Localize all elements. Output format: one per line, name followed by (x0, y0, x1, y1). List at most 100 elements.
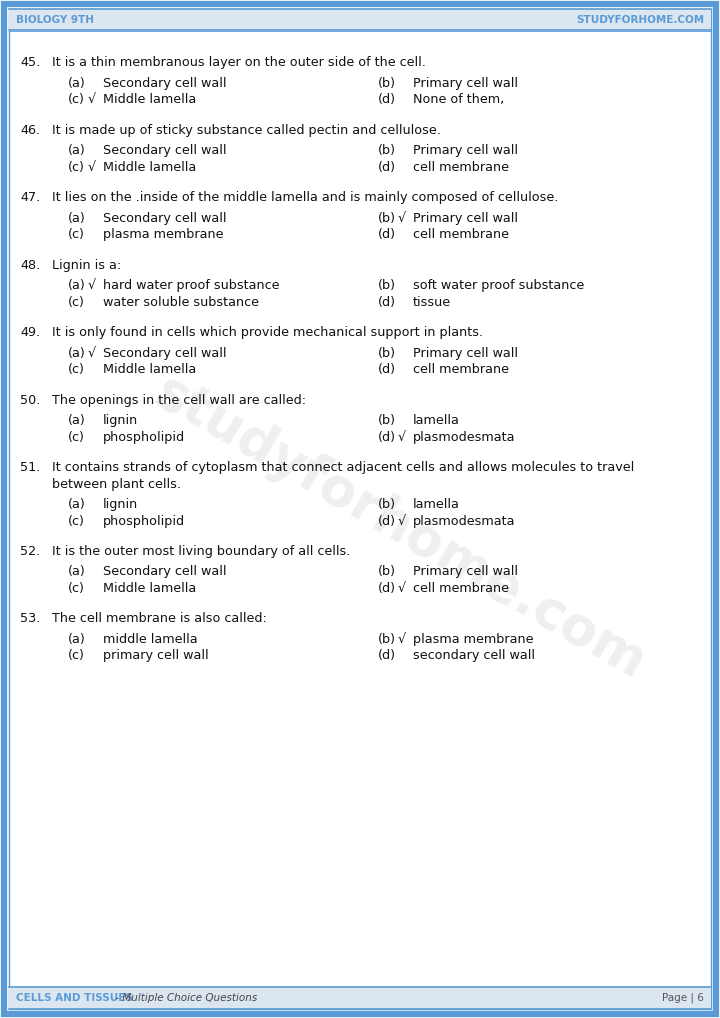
Text: cell membrane: cell membrane (413, 161, 509, 173)
Text: √: √ (398, 633, 406, 646)
Text: Secondary cell wall: Secondary cell wall (103, 76, 227, 90)
Text: (a): (a) (68, 498, 86, 511)
Text: (a): (a) (68, 414, 86, 427)
Text: middle lamella: middle lamella (103, 633, 197, 646)
Text: (a): (a) (68, 144, 86, 157)
Text: √: √ (88, 346, 96, 359)
Text: √: √ (88, 161, 96, 173)
Text: Secondary cell wall: Secondary cell wall (103, 212, 227, 225)
Text: (a): (a) (68, 279, 86, 292)
Text: Middle lamella: Middle lamella (103, 93, 197, 106)
Text: √: √ (398, 582, 406, 595)
Text: (c): (c) (68, 161, 85, 173)
Text: 50.: 50. (20, 394, 40, 406)
Text: plasmodesmata: plasmodesmata (413, 431, 516, 444)
Text: - Multiple Choice Questions: - Multiple Choice Questions (112, 993, 257, 1003)
Text: (c): (c) (68, 582, 85, 595)
Text: (b): (b) (378, 144, 396, 157)
Text: (b): (b) (378, 498, 396, 511)
Text: (c): (c) (68, 93, 85, 106)
Text: (a): (a) (68, 633, 86, 646)
Text: (a): (a) (68, 76, 86, 90)
Text: (d): (d) (378, 363, 396, 376)
Text: It is made up of sticky substance called pectin and cellulose.: It is made up of sticky substance called… (52, 123, 441, 136)
Text: (d): (d) (378, 295, 396, 308)
Text: studyforhome.com: studyforhome.com (145, 365, 654, 690)
Text: tissue: tissue (413, 295, 451, 308)
Text: plasma membrane: plasma membrane (413, 633, 534, 646)
Text: primary cell wall: primary cell wall (103, 649, 209, 663)
Text: (c): (c) (68, 431, 85, 444)
Text: Secondary cell wall: Secondary cell wall (103, 346, 227, 359)
Text: None of them,: None of them, (413, 93, 504, 106)
Text: water soluble substance: water soluble substance (103, 295, 259, 308)
Text: 52.: 52. (20, 545, 40, 558)
Text: (c): (c) (68, 295, 85, 308)
Text: (c): (c) (68, 514, 85, 527)
Text: √: √ (398, 431, 406, 444)
Text: It contains strands of cytoplasm that connect adjacent cells and allows molecule: It contains strands of cytoplasm that co… (52, 461, 634, 474)
Text: Secondary cell wall: Secondary cell wall (103, 144, 227, 157)
Text: 53.: 53. (20, 613, 40, 625)
Text: 49.: 49. (20, 326, 40, 339)
Text: between plant cells.: between plant cells. (52, 477, 181, 491)
Text: plasmodesmata: plasmodesmata (413, 514, 516, 527)
Text: Middle lamella: Middle lamella (103, 161, 197, 173)
Text: lamella: lamella (413, 498, 460, 511)
Text: cell membrane: cell membrane (413, 582, 509, 595)
Text: It is only found in cells which provide mechanical support in plants.: It is only found in cells which provide … (52, 326, 483, 339)
Text: (d): (d) (378, 514, 396, 527)
Text: (b): (b) (378, 414, 396, 427)
Text: (b): (b) (378, 279, 396, 292)
Text: hard water proof substance: hard water proof substance (103, 279, 279, 292)
Text: (a): (a) (68, 346, 86, 359)
Text: 47.: 47. (20, 191, 40, 204)
Text: (c): (c) (68, 649, 85, 663)
Text: lignin: lignin (103, 498, 138, 511)
Text: Primary cell wall: Primary cell wall (413, 144, 518, 157)
Text: (d): (d) (378, 228, 396, 241)
Text: √: √ (398, 514, 406, 527)
Text: phospholipid: phospholipid (103, 431, 185, 444)
Text: Page | 6: Page | 6 (662, 993, 704, 1004)
Text: It is a thin membranous layer on the outer side of the cell.: It is a thin membranous layer on the out… (52, 56, 426, 69)
Text: soft water proof substance: soft water proof substance (413, 279, 584, 292)
Text: Primary cell wall: Primary cell wall (413, 212, 518, 225)
Text: (b): (b) (378, 76, 396, 90)
Bar (9, 987, 711, 1009)
Text: It lies on the .inside of the middle lamella and is mainly composed of cellulose: It lies on the .inside of the middle lam… (52, 191, 559, 204)
Text: Primary cell wall: Primary cell wall (413, 346, 518, 359)
Text: Middle lamella: Middle lamella (103, 582, 197, 595)
Text: (d): (d) (378, 431, 396, 444)
Text: phospholipid: phospholipid (103, 514, 185, 527)
Text: (a): (a) (68, 566, 86, 578)
Text: lignin: lignin (103, 414, 138, 427)
Text: cell membrane: cell membrane (413, 228, 509, 241)
Text: 46.: 46. (20, 123, 40, 136)
Text: (b): (b) (378, 566, 396, 578)
Text: Secondary cell wall: Secondary cell wall (103, 566, 227, 578)
Text: STUDYFORHOME.COM: STUDYFORHOME.COM (576, 14, 704, 24)
Text: (b): (b) (378, 346, 396, 359)
Text: (c): (c) (68, 363, 85, 376)
Text: plasma membrane: plasma membrane (103, 228, 223, 241)
Text: (d): (d) (378, 161, 396, 173)
Text: cell membrane: cell membrane (413, 363, 509, 376)
Text: (d): (d) (378, 649, 396, 663)
Text: The cell membrane is also called:: The cell membrane is also called: (52, 613, 267, 625)
Text: (b): (b) (378, 212, 396, 225)
Text: 48.: 48. (20, 259, 40, 272)
Text: The openings in the cell wall are called:: The openings in the cell wall are called… (52, 394, 306, 406)
Text: √: √ (88, 93, 96, 106)
Text: secondary cell wall: secondary cell wall (413, 649, 535, 663)
Text: (d): (d) (378, 582, 396, 595)
Text: (c): (c) (68, 228, 85, 241)
Text: √: √ (88, 279, 96, 292)
Text: 51.: 51. (20, 461, 40, 474)
Text: 45.: 45. (20, 56, 40, 69)
Text: It is the outer most living boundary of all cells.: It is the outer most living boundary of … (52, 545, 351, 558)
Text: (d): (d) (378, 93, 396, 106)
Text: BIOLOGY 9TH: BIOLOGY 9TH (16, 14, 94, 24)
Text: √: √ (398, 212, 406, 225)
Text: Lignin is a:: Lignin is a: (52, 259, 121, 272)
